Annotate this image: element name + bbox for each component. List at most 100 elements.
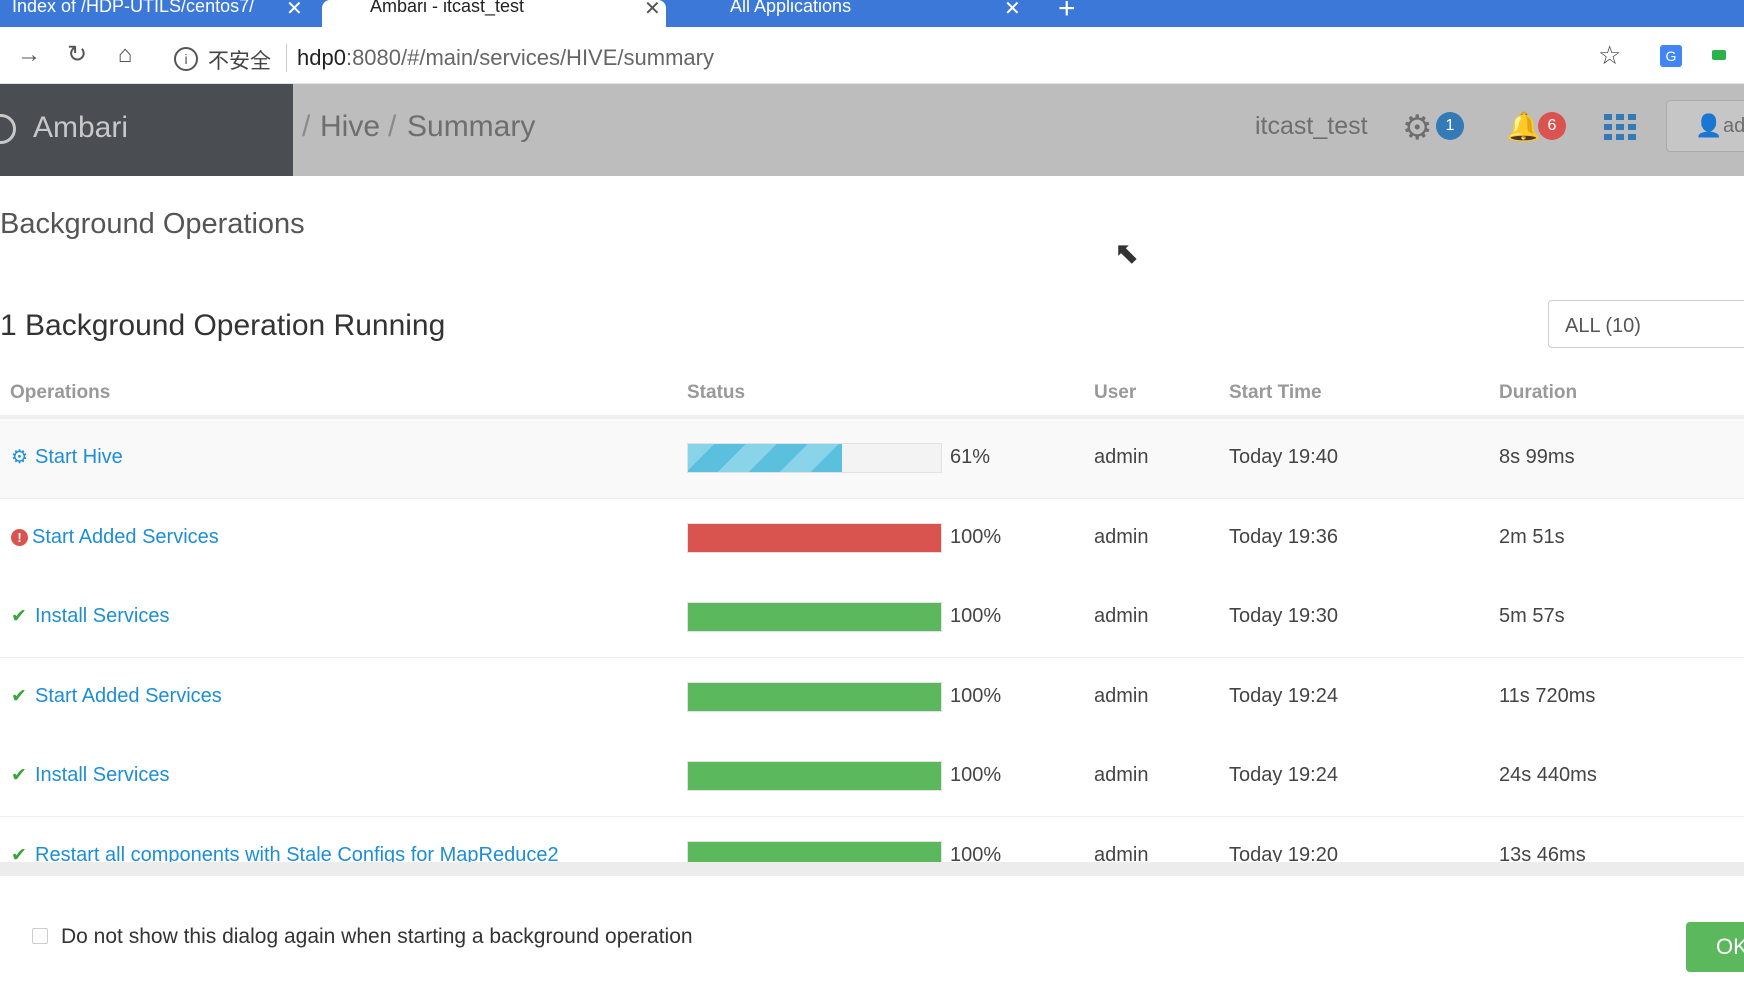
progress-fill [688, 603, 941, 631]
column-header-start-time: Start Time [1229, 382, 1322, 403]
dont-show-label[interactable]: Do not show this dialog again when start… [61, 925, 693, 948]
progress-bar [687, 840, 942, 862]
check-icon: ✔ [11, 606, 27, 627]
progress-fill [688, 762, 941, 790]
start-time-cell: Today 19:24 [1229, 764, 1338, 786]
duration-cell: 8s 99ms [1499, 446, 1575, 468]
progress-fill [688, 841, 941, 862]
table-row[interactable]: ✔ Install Services 100% admin Today 19:24 24s… [0, 737, 1744, 817]
translate-icon[interactable]: G [1660, 45, 1682, 67]
cluster-name[interactable]: itcast_test [1255, 112, 1368, 140]
duration-cell: 24s 440ms [1499, 764, 1597, 786]
duration-cell: 11s 720ms [1499, 684, 1596, 707]
progress-bar [687, 602, 942, 632]
home-icon[interactable]: ⌂ [117, 41, 133, 68]
bookmark-star-icon[interactable]: ☆ [1598, 40, 1622, 70]
ok-button[interactable]: OK [1686, 922, 1744, 972]
browser-toolbar [0, 27, 1744, 84]
info-icon[interactable]: i [174, 47, 198, 71]
close-icon[interactable]: ✕ [644, 0, 661, 20]
table-row[interactable]: ! Start Added Services 100% admin Today 19:3… [0, 498, 1744, 579]
table-row[interactable]: ✔ Start Added Services 100% admin Today 19:2… [0, 657, 1744, 738]
start-time-cell: Today 19:20 [1229, 843, 1338, 863]
table-row[interactable]: ✔ Install Services 100% admin Today 19:30 5m … [0, 578, 1744, 658]
user-icon: 👤 [1695, 113, 1723, 138]
check-icon: ✔ [11, 685, 27, 707]
browser-tab-strip: Index of /HDP-UTILS/centos7/ ✕ Ambari - … [0, 0, 1744, 27]
error-icon: ! [11, 528, 28, 546]
ambari-brand[interactable]: Ambari [0, 84, 293, 176]
breadcrumb-page: Summary [407, 110, 536, 143]
user-cell: admin [1094, 843, 1149, 863]
brand-name: Ambari [33, 111, 129, 144]
operation-link[interactable]: Restart all components with Stale Config… [35, 843, 559, 863]
tab-title: Index of /HDP-UTILS/centos7/ [12, 0, 255, 16]
progress-percent: 100% [950, 764, 1002, 786]
operation-link[interactable]: Install Services [35, 764, 170, 786]
apps-grid-icon[interactable] [1604, 114, 1636, 140]
user-menu[interactable]: 👤 ad [1666, 100, 1744, 152]
table-row[interactable]: ⚙ Start Hive 61% admin Today 19:40 8s 99ms [0, 419, 1744, 499]
progress-bar [687, 522, 942, 553]
start-time-cell: Today 19:24 [1229, 684, 1338, 707]
user-cell: admin [1094, 764, 1149, 786]
tab-title: All Applications [730, 0, 852, 16]
breadcrumb-separator: / [388, 110, 397, 143]
ambari-logo-icon [0, 114, 16, 144]
progress-fill [688, 444, 843, 472]
bell-icon[interactable]: 🔔 [1506, 111, 1541, 142]
url-divider [286, 44, 287, 72]
start-time-cell: Today 19:30 [1229, 605, 1338, 627]
new-tab-button[interactable]: + [1058, 0, 1076, 25]
table-row[interactable]: ✔ Restart all components with Stale Confi… [0, 816, 1744, 863]
operation-link[interactable]: Start Hive [35, 446, 123, 468]
reload-icon[interactable]: ↻ [66, 41, 88, 68]
start-time-cell: Today 19:36 [1229, 525, 1338, 548]
duration-cell: 2m 51s [1499, 525, 1565, 548]
progress-bar [687, 443, 942, 473]
insecure-label[interactable]: 不安全 [208, 50, 271, 73]
progress-percent: 61% [950, 446, 991, 468]
close-icon[interactable]: ✕ [1004, 0, 1021, 20]
gear-icon[interactable]: ⚙ [1402, 109, 1433, 147]
operations-list[interactable]: ⚙ Start Hive 61% admin Today 19:40 8s 99ms! St… [0, 419, 1744, 862]
breadcrumb-separator: / [302, 110, 311, 143]
operation-link[interactable]: Start Added Services [35, 684, 222, 707]
user-cell: admin [1094, 525, 1149, 548]
browser-tab-ambari[interactable]: Ambari - itcast_test ✕ [322, 0, 666, 27]
check-icon: ✔ [11, 844, 27, 863]
progress-percent: 100% [950, 525, 1002, 548]
user-cell: admin [1094, 684, 1149, 707]
url-path: :8080/#/main/services/HIVE/summary [345, 45, 714, 70]
extension-icon[interactable] [1712, 50, 1726, 60]
progress-percent: 100% [950, 605, 1002, 627]
ops-count-badge[interactable]: 1 [1436, 112, 1464, 140]
operation-link[interactable]: Install Services [35, 605, 170, 627]
user-name: ad [1723, 115, 1744, 137]
gears-icon: ⚙ [11, 447, 29, 468]
table-header-divider [0, 415, 1744, 419]
alerts-count-badge[interactable]: 6 [1538, 112, 1566, 140]
mouse-cursor-icon: ⬉ [1114, 237, 1140, 270]
operations-filter-select[interactable]: ALL (10) [1548, 300, 1744, 348]
start-time-cell: Today 19:40 [1229, 446, 1338, 468]
address-bar[interactable]: hdp0:8080/#/main/services/HIVE/summary [297, 45, 714, 71]
dont-show-checkbox[interactable] [32, 928, 48, 944]
progress-percent: 100% [950, 684, 1002, 707]
close-icon[interactable]: ✕ [286, 0, 303, 20]
column-header-status: Status [687, 382, 746, 403]
breadcrumb-service[interactable]: Hive [320, 110, 381, 143]
operation-link[interactable]: Start Added Services [32, 525, 219, 548]
url-host: hdp0 [297, 45, 346, 70]
modal-title: Background Operations [0, 208, 305, 240]
progress-bar [687, 761, 942, 791]
forward-icon[interactable]: → [17, 41, 41, 68]
progress-bar [687, 681, 942, 712]
column-header-operations: Operations [10, 382, 111, 403]
progress-fill [688, 523, 941, 552]
list-scroll-edge [0, 862, 1744, 876]
column-header-duration: Duration [1499, 382, 1578, 403]
browser-tab-index[interactable]: Index of /HDP-UTILS/centos7/ ✕ [0, 0, 318, 27]
column-header-user: User [1094, 382, 1137, 403]
browser-tab-applications[interactable]: All Applications ✕ [680, 0, 1030, 27]
